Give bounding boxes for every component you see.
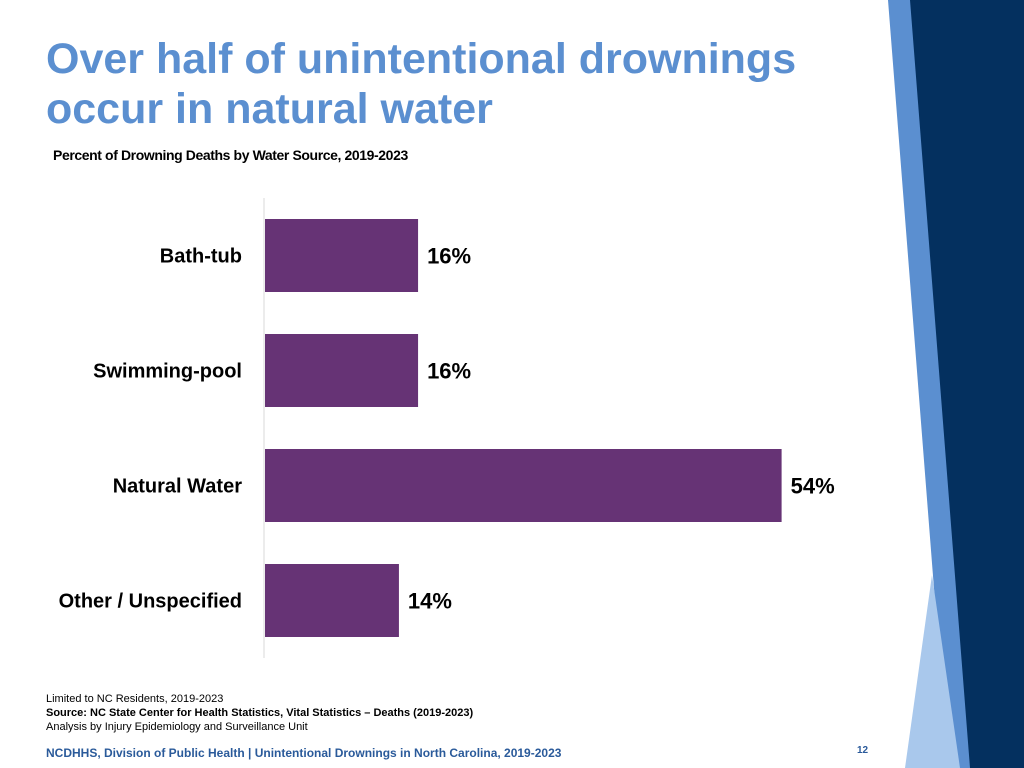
bar-natural-water [265, 449, 782, 522]
navy-side-band [905, 0, 1024, 768]
page-number: 12 [857, 745, 869, 756]
bar-bath-tub [265, 219, 419, 292]
footer-text: NCDHHS, Division of Public Health | Unin… [46, 746, 562, 760]
category-label-swimming-pool: Swimming-pool [93, 361, 242, 383]
category-label-bath-tub: Bath-tub [160, 246, 242, 268]
chart-subtitle: Percent of Drowning Deaths by Water Sour… [53, 147, 408, 163]
bar-other-unspecified [265, 564, 399, 637]
bar-swimming-pool [265, 334, 419, 407]
value-label-swimming-pool: 16% [427, 359, 471, 384]
blue-stripe [888, 0, 970, 768]
bars-group: Bath-tub 16% Swimming-pool 16% Natural Water… [59, 219, 835, 637]
category-label-natural-water: Natural Water [113, 476, 243, 498]
title-line-1: Over half of unintentional drownings [46, 35, 797, 83]
category-label-other-unspecified: Other / Unspecified [59, 591, 242, 613]
value-label-bath-tub: 16% [427, 244, 471, 269]
note-limited: Limited to NC Residents, 2019-2023 [46, 693, 224, 705]
bar-chart: Bath-tub 16% Swimming-pool 16% Natural Water… [59, 198, 835, 658]
note-source: Source: NC State Center for Health Stati… [46, 707, 474, 719]
notes: Limited to NC Residents, 2019-2023 Sourc… [46, 692, 473, 734]
value-label-other-unspecified: 14% [408, 589, 452, 614]
title-line-2: occur in natural water [46, 85, 493, 133]
note-analysis: Analysis by Injury Epidemiology and Surv… [46, 721, 308, 733]
page-title: Over half of unintentional drownings occ… [46, 34, 796, 134]
light-blue-triangle [905, 575, 960, 768]
value-label-natural-water: 54% [791, 474, 835, 499]
